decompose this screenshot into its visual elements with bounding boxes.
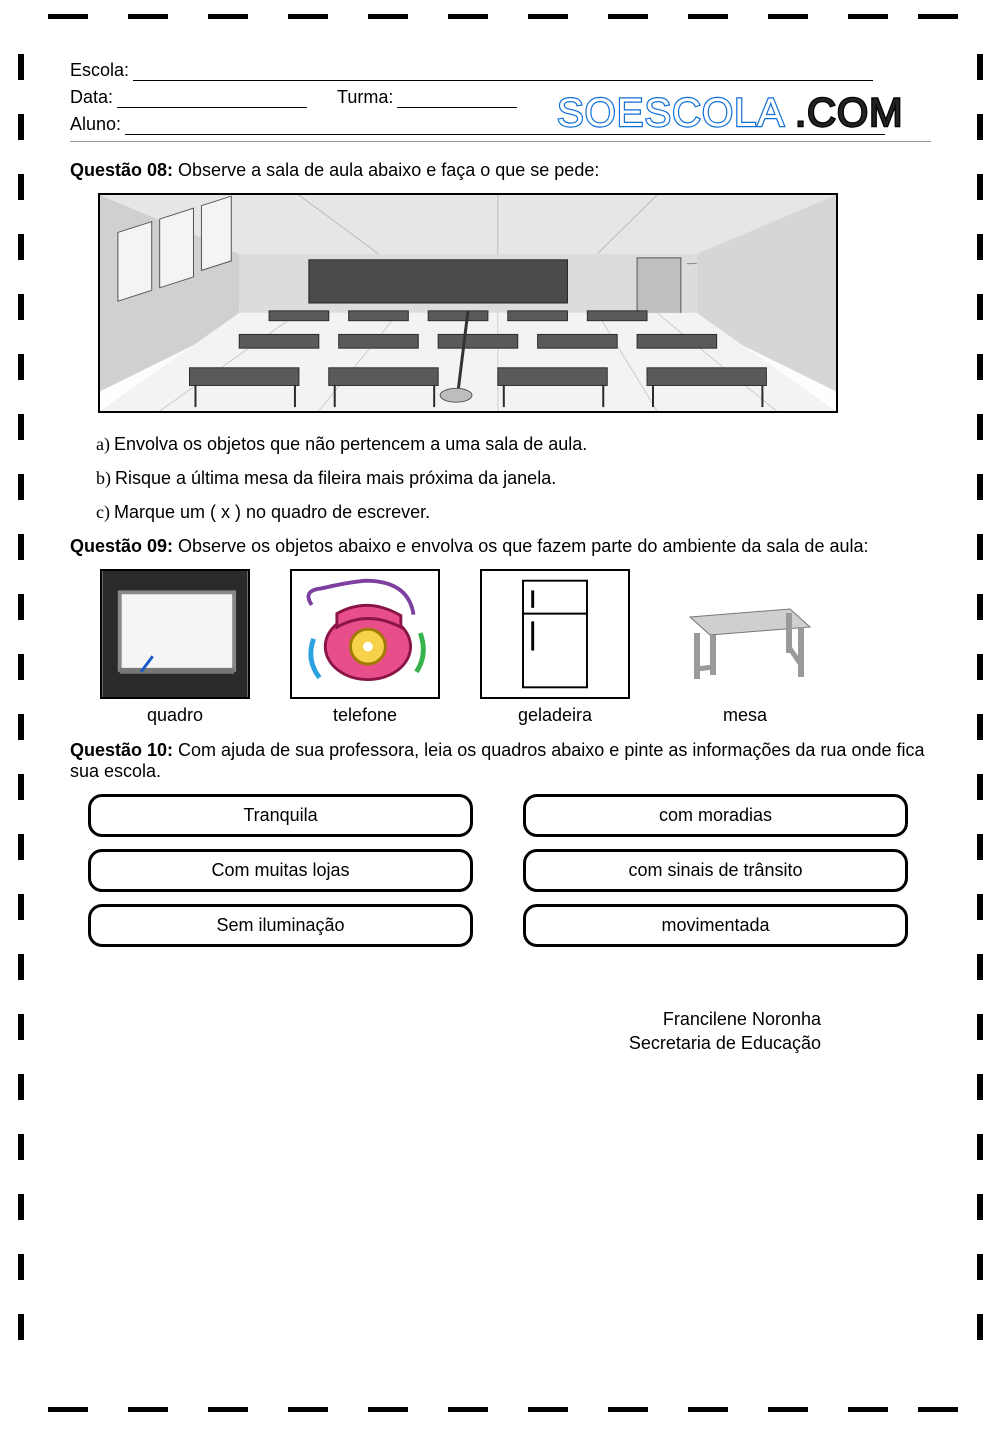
logo-main: SOESCOLA	[557, 91, 785, 135]
q08-b-letter: b)	[96, 468, 111, 488]
quadro-frame	[100, 569, 250, 699]
opt-tranquila[interactable]: Tranquila	[88, 794, 473, 837]
q08-title-rest: Observe a sala de aula abaixo e faça o q…	[173, 160, 599, 180]
data-label: Data:	[70, 87, 113, 108]
turma-blank[interactable]	[397, 90, 517, 108]
q09-title: Questão 09: Observe os objetos abaixo e …	[70, 536, 931, 557]
q10-title-bold: Questão 10:	[70, 740, 173, 760]
quadro-label: quadro	[100, 705, 250, 726]
obj-telefone: telefone	[290, 569, 440, 726]
opt-com-muitas-lojas[interactable]: Com muitas lojas	[88, 849, 473, 892]
worksheet-page: SOESCOLA .COM Escola: Data: Turma: Aluno…	[0, 0, 1001, 1434]
q08-item-b: b)Risque a última mesa da fileira mais p…	[96, 461, 931, 495]
footer-line2: Secretaria de Educação	[70, 1031, 821, 1055]
site-logo: SOESCOLA .COM	[557, 90, 927, 143]
footer-line1: Francilene Noronha	[70, 1007, 821, 1031]
aluno-label: Aluno:	[70, 114, 121, 135]
q10-title: Questão 10: Com ajuda de sua professora,…	[70, 740, 931, 782]
q08-b-text: Risque a última mesa da fileira mais pró…	[115, 468, 556, 488]
footer-credit: Francilene Noronha Secretaria de Educaçã…	[70, 1007, 931, 1056]
geladeira-label: geladeira	[480, 705, 630, 726]
opt-com-moradias[interactable]: com moradias	[523, 794, 908, 837]
opt-com-sinais-transito[interactable]: com sinais de trânsito	[523, 849, 908, 892]
data-blank[interactable]	[117, 90, 307, 108]
content-area: SOESCOLA .COM Escola: Data: Turma: Aluno…	[30, 28, 971, 1075]
q08-title-bold: Questão 08:	[70, 160, 173, 180]
turma-label: Turma:	[337, 87, 393, 108]
q10-options: Tranquila com moradias Com muitas lojas …	[88, 794, 908, 947]
obj-quadro: quadro	[100, 569, 250, 726]
q08-a-letter: a)	[96, 434, 110, 454]
classroom-illustration	[98, 193, 838, 413]
q09-object-row: quadro telefone	[100, 569, 931, 726]
q08-item-c: c)Marque um ( x ) no quadro de escrever.	[96, 495, 931, 529]
escola-blank[interactable]	[133, 63, 873, 81]
q08-c-text: Marque um ( x ) no quadro de escrever.	[114, 502, 430, 522]
opt-movimentada[interactable]: movimentada	[523, 904, 908, 947]
mesa-label: mesa	[670, 705, 820, 726]
q08-item-a: a)Envolva os objetos que não pertencem a…	[96, 427, 931, 461]
mesa-frame	[670, 569, 820, 699]
opt-sem-iluminacao[interactable]: Sem iluminação	[88, 904, 473, 947]
field-escola: Escola:	[70, 60, 931, 81]
telefone-frame	[290, 569, 440, 699]
telefone-label: telefone	[290, 705, 440, 726]
q08-items: a)Envolva os objetos que não pertencem a…	[96, 427, 931, 530]
q09-title-bold: Questão 09:	[70, 536, 173, 556]
geladeira-frame	[480, 569, 630, 699]
q08-title: Questão 08: Observe a sala de aula abaix…	[70, 160, 931, 181]
obj-geladeira: geladeira	[480, 569, 630, 726]
logo-suffix: .COM	[795, 91, 903, 135]
q08-a-text: Envolva os objetos que não pertencem a u…	[114, 434, 587, 454]
q10-title-rest: Com ajuda de sua professora, leia os qua…	[70, 740, 925, 781]
obj-mesa: mesa	[670, 569, 820, 726]
q08-c-letter: c)	[96, 502, 110, 522]
q09-title-rest: Observe os objetos abaixo e envolva os q…	[173, 536, 868, 556]
escola-label: Escola:	[70, 60, 129, 81]
